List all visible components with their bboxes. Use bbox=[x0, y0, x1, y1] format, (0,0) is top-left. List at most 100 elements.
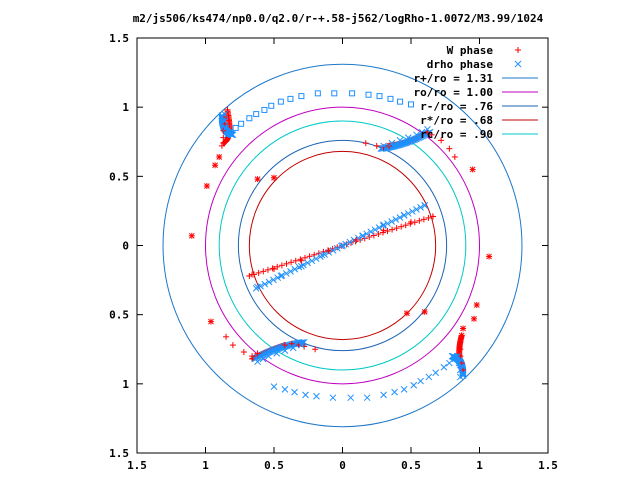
star-d2 bbox=[473, 302, 480, 308]
cross-d2 bbox=[440, 363, 448, 371]
w-phase-point bbox=[424, 129, 431, 136]
cross-d2 bbox=[281, 386, 289, 393]
drho-phase-point bbox=[222, 124, 230, 132]
y-tick-label: 1 bbox=[122, 101, 129, 114]
x-tick-label: 0 bbox=[339, 459, 346, 472]
drho-phase-point bbox=[287, 95, 294, 102]
drho-phase-point bbox=[281, 386, 289, 393]
cross-d2 bbox=[418, 128, 426, 136]
drho-phase-point bbox=[238, 120, 245, 127]
w-phase-point bbox=[408, 218, 414, 225]
star-d2 bbox=[486, 253, 492, 260]
w-phase-cluster-point bbox=[278, 262, 285, 269]
star-d2 bbox=[204, 183, 210, 189]
drho-phase-point bbox=[424, 125, 431, 133]
legend-label: r*/ro = .68 bbox=[420, 114, 493, 127]
drho-phase-point bbox=[456, 373, 464, 381]
drho-phase-point bbox=[417, 377, 424, 385]
w-phase-cluster-point bbox=[375, 231, 382, 238]
w-phase-point bbox=[212, 162, 219, 169]
cross-d2 bbox=[298, 341, 305, 349]
cross-d2 bbox=[388, 218, 396, 225]
cross-d2 bbox=[388, 139, 396, 147]
y-tick-label: 0.5 bbox=[109, 170, 129, 183]
w-phase-point bbox=[254, 350, 261, 357]
drho-phase-point bbox=[298, 262, 305, 270]
cross-d2 bbox=[298, 262, 305, 270]
drho-phase-point bbox=[313, 392, 320, 400]
w-phase-point bbox=[312, 346, 319, 353]
circle-r-ring bbox=[248, 150, 437, 341]
drho-phase-point bbox=[365, 91, 372, 98]
w-phase-point bbox=[249, 353, 256, 360]
drho-phase-cluster-point bbox=[278, 272, 286, 279]
drho-phase-point bbox=[318, 251, 326, 259]
drho-phase-point bbox=[277, 98, 284, 105]
drho-phase-point bbox=[349, 90, 356, 97]
w-phase-cluster-point bbox=[393, 225, 400, 232]
w-phase-point bbox=[457, 346, 464, 353]
w-phase-point bbox=[457, 339, 464, 346]
w-phase-point bbox=[362, 140, 369, 147]
y-tick-label: 1 bbox=[122, 378, 129, 391]
legend-label: rc/ro = .90 bbox=[420, 128, 493, 141]
drho-phase-point bbox=[268, 102, 275, 109]
cross-d2 bbox=[367, 228, 375, 236]
cross-d2 bbox=[287, 267, 294, 275]
w-phase-cluster-point bbox=[274, 263, 281, 270]
x-tick-label: 0.5 bbox=[401, 459, 421, 472]
x-tick-label: 1.5 bbox=[127, 459, 147, 472]
w-phase-point bbox=[428, 131, 435, 138]
w-phase-point bbox=[203, 183, 210, 190]
drho-phase-cluster-point bbox=[396, 214, 404, 221]
legend-marker-drho-phase bbox=[514, 60, 522, 68]
cross-d2 bbox=[454, 352, 461, 360]
drho-phase-cluster-point bbox=[312, 255, 320, 263]
star-d2 bbox=[188, 232, 195, 239]
w-phase-cluster-point bbox=[288, 259, 295, 266]
w-phase-point bbox=[469, 166, 476, 173]
drho-phase-point bbox=[224, 131, 231, 139]
cross-d2 bbox=[399, 140, 406, 148]
drho-phase-point bbox=[302, 391, 309, 399]
cross-d2 bbox=[282, 270, 290, 277]
drho-phase-point bbox=[277, 272, 285, 280]
cross-d2 bbox=[417, 204, 424, 211]
cross-d2 bbox=[347, 394, 355, 402]
star-d2 bbox=[208, 318, 214, 325]
cross-d2 bbox=[221, 110, 229, 118]
w-phase-cluster-point bbox=[398, 223, 405, 230]
drho-phase-cluster-point bbox=[363, 230, 371, 238]
w-phase-cluster-point bbox=[384, 228, 391, 235]
w-phase-point bbox=[486, 253, 493, 260]
drho-phase-point bbox=[339, 242, 346, 249]
w-phase-cluster-point bbox=[389, 226, 396, 233]
circle-r-ring bbox=[162, 63, 523, 428]
cross-d2 bbox=[410, 381, 418, 389]
cross-d2 bbox=[404, 134, 412, 141]
legend-marker-w-phase bbox=[515, 47, 521, 53]
cross-d2 bbox=[395, 141, 403, 149]
cross-d2 bbox=[413, 131, 420, 139]
drho-phase-point bbox=[387, 95, 394, 102]
w-phase-point bbox=[281, 342, 288, 349]
axis-ticks: 1.5 1 0.5 0 0.5 1 1.51.510.500.511.5 bbox=[109, 32, 558, 472]
cross-d2 bbox=[400, 211, 408, 219]
drho-phase-cluster-point bbox=[388, 218, 396, 225]
cross-d2 bbox=[346, 238, 354, 246]
w-phase-point bbox=[457, 353, 464, 360]
drho-phase-point bbox=[380, 391, 387, 399]
drho-phase-point bbox=[329, 394, 337, 402]
w-phase-cluster-point bbox=[402, 222, 409, 229]
star-d2 bbox=[421, 309, 428, 315]
cross-d2 bbox=[384, 220, 391, 227]
cross-d2 bbox=[270, 276, 277, 284]
w-phase-point bbox=[207, 318, 214, 325]
x-tick-label: 1 bbox=[476, 459, 483, 472]
cross-d2 bbox=[392, 216, 400, 223]
star-d2 bbox=[271, 174, 277, 181]
drho-phase-point bbox=[397, 98, 404, 105]
y-tick-label: 0 bbox=[122, 240, 129, 253]
y-tick-label: 0.5 bbox=[109, 309, 129, 322]
